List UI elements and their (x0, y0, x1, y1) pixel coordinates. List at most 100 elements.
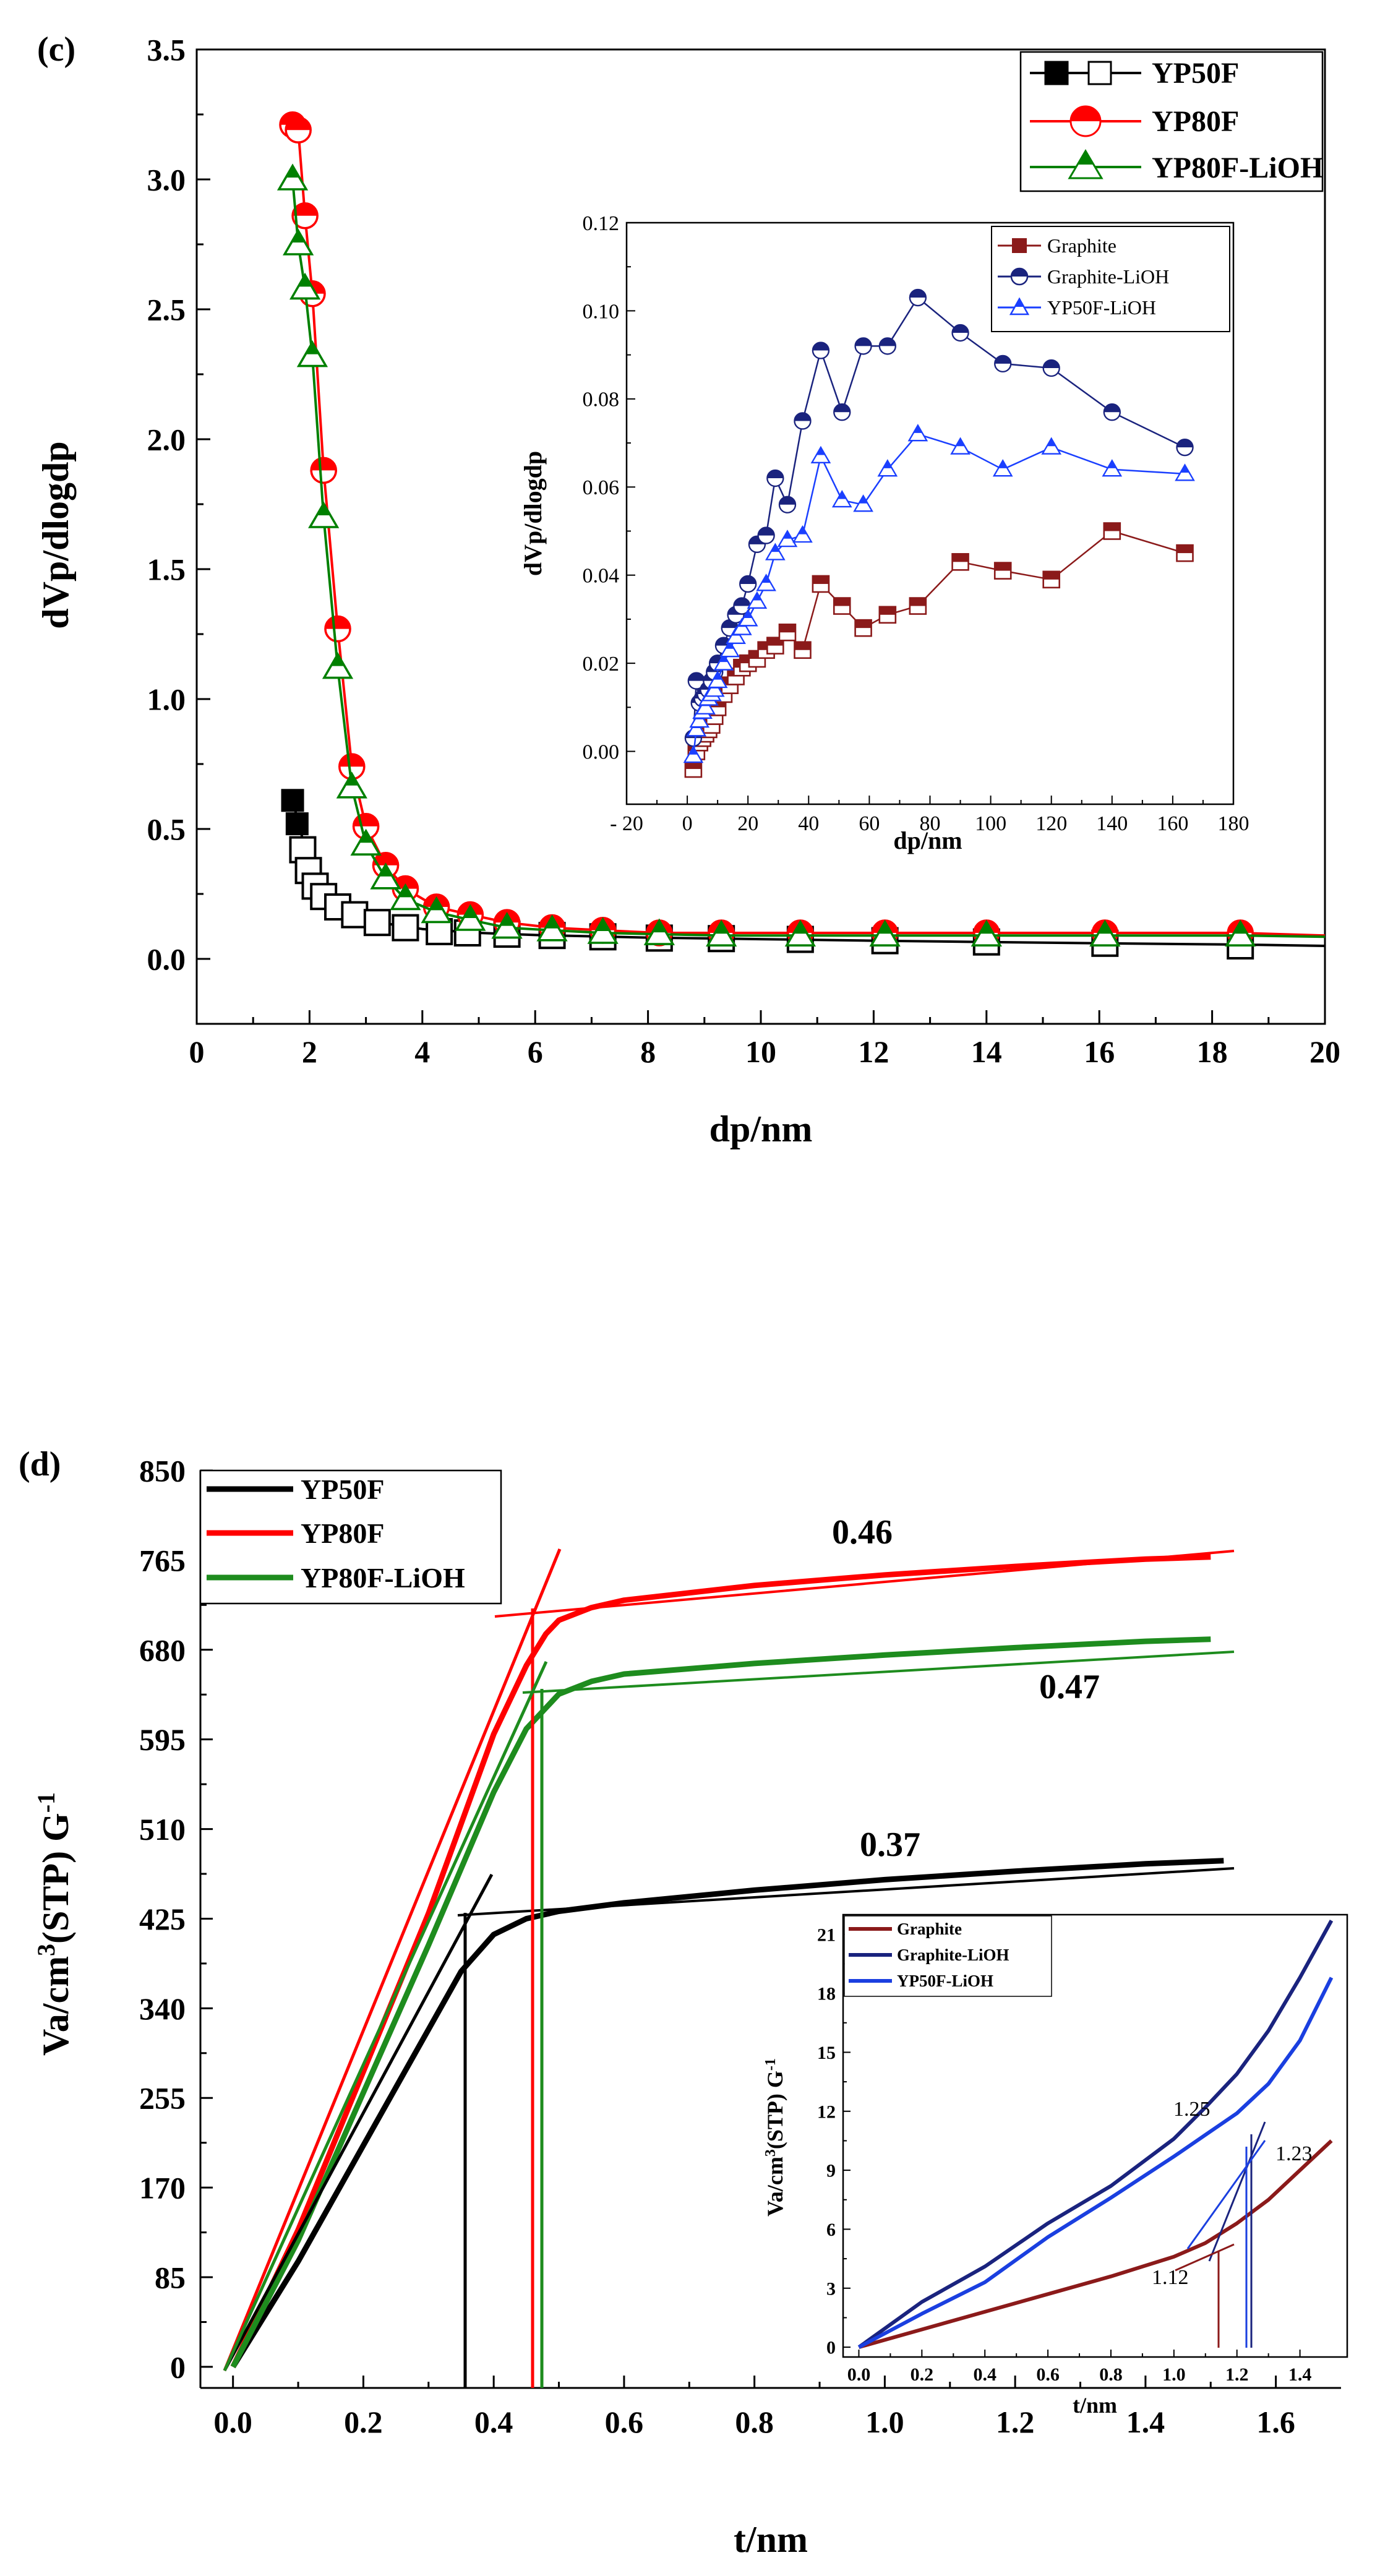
panel-c-plot-area (276, 111, 1325, 960)
inset-legend-label-graphite: Graphite (1047, 234, 1116, 257)
d-xtick-label: 1.0 (865, 2405, 904, 2439)
d-ytick-label: 425 (139, 1902, 186, 1936)
annotation-0-37: 0.37 (860, 1826, 920, 1864)
di-xtick-label: 1.2 (1225, 2364, 1249, 2385)
legend-marker-yp80f-lioh-half (1078, 151, 1094, 165)
ci-xtick-label: 120 (1035, 812, 1067, 835)
d-ytick-label: 0 (170, 2350, 186, 2384)
inset-d-legend-item-graphite: Graphite (849, 1920, 962, 1938)
d-xtick-label: 0.0 (213, 2405, 252, 2439)
point-yp80f-lioh (370, 862, 401, 890)
panel-d-ylabel-sup-minus1: -1 (32, 1792, 60, 1813)
point-yp80f (291, 202, 319, 230)
inset-point-graphite (1176, 544, 1194, 562)
point-yp80f-lioh (536, 914, 568, 942)
point-yp50f (426, 917, 453, 945)
ci-xtick-label: - 20 (610, 812, 643, 835)
ci-ytick-label: 0.04 (583, 565, 620, 588)
ci-xtick-label: 0 (682, 812, 693, 835)
inset-point-graphite (778, 623, 797, 642)
inset-legend-item-yp50f-lioh: YP50F-LiOH (998, 296, 1156, 319)
inset-tangent-yp50f-lioh (1186, 2140, 1266, 2249)
point-yp80f-lioh (491, 912, 523, 939)
panel-c-inset-legend: Graphite Graphite-LiOH YP50F-LiOH (991, 226, 1230, 332)
inset-point-graphite-lioh (757, 526, 775, 544)
d-xtick-label: 0.6 (605, 2405, 644, 2439)
d-ytick-label: 595 (139, 1722, 186, 1757)
panel-c-xlabel: dp/nm (709, 1109, 813, 1149)
ci-xtick-label: 20 (737, 812, 758, 835)
panel-d-inset-plot-area (857, 1920, 1334, 2349)
inset-point-yp50f-lioh (877, 459, 898, 477)
inset-point-graphite-lioh (909, 288, 927, 307)
c-ytick-label: 0.0 (147, 942, 186, 977)
d-ytick-label: 680 (139, 1633, 186, 1667)
legend-marker-yp50f-open (1087, 61, 1112, 85)
inset-series-line-yp50f-lioh (858, 1977, 1334, 2349)
inset-point-graphite (1103, 522, 1121, 540)
inset-ylabel-main: Va/cm (763, 2157, 787, 2217)
plateau-yp50f (457, 1867, 1235, 1917)
d-xtick-label: 1.2 (996, 2405, 1035, 2439)
inset-d-legend-item-yp50f-lioh: YP50F-LiOH (849, 1972, 993, 1990)
inset-ylabel-sup-minus1: -1 (763, 2058, 779, 2071)
legend-item-yp80f: YP80F (1030, 105, 1239, 138)
inset-point-graphite-lioh (778, 496, 797, 513)
d-xtick-label: 1.4 (1126, 2405, 1165, 2439)
inset-d-legend-label-graphite-lioh: Graphite-LiOH (897, 1946, 1009, 1964)
inset-point-graphite (854, 619, 872, 637)
panel-c-inset: - 20 0 20 40 60 80 100 120 140 160 180 0.00 0.02 0.04… (519, 212, 1249, 854)
di-ytick-label: 3 (826, 2278, 836, 2299)
c-xtick-label: 0 (189, 1034, 205, 1069)
di-xtick-label: 0.0 (847, 2364, 871, 2385)
series-line-yp80f-lioh (230, 1636, 1211, 2368)
panel-d-ylabel-main: Va/cm (35, 1956, 76, 2056)
panel-d-label: (d) (19, 1445, 61, 1483)
ci-ytick-label: 0.00 (583, 741, 620, 763)
inset-legend-marker-yp50f-lioh-half (1015, 299, 1024, 307)
inset-point-graphite-lioh (1103, 403, 1121, 421)
panel-c-axes: 0 2 4 6 8 10 12 14 16 18 20 0.0 0.5 1.0 1.5 2.0 2.5 3.0 3.… (147, 33, 1341, 1070)
inset-point-yp50f-lioh (777, 530, 798, 547)
inset-legend-label-yp50f-lioh: YP50F-LiOH (1047, 296, 1156, 319)
c-xtick-label: 2 (302, 1034, 317, 1069)
plateau-yp80f-lioh (522, 1651, 1235, 1694)
inset-annotation-1-25: 1.25 (1173, 2098, 1211, 2121)
inset-point-yp50f-lioh (950, 437, 971, 455)
panel-c-legend: YP50F YP80F YP80F-LiOH (1019, 51, 1323, 192)
panel-d-inset-construction-lines (1175, 2121, 1266, 2348)
point-yp80f-lioh (289, 272, 321, 300)
point-yp80f-lioh (1225, 919, 1256, 947)
inset-annotation-1-23: 1.23 (1275, 2142, 1313, 2165)
panel-d-ylabel-sup-3: 3 (32, 1944, 60, 1956)
c-xtick-label: 6 (528, 1034, 543, 1069)
inset-point-graphite-lioh (854, 337, 872, 355)
inset-series-line-graphite-lioh (857, 1920, 1334, 2349)
inset-legend-item-graphite: Graphite (998, 234, 1116, 257)
inset-point-yp50f-lioh (765, 543, 786, 560)
inset-point-yp50f-lioh (707, 670, 728, 689)
di-ytick-label: 15 (817, 2043, 836, 2063)
annotation-0-47: 0.47 (1039, 1668, 1100, 1706)
ci-ytick-label: 0.06 (583, 476, 620, 499)
inset-point-yp50f-lioh (1102, 459, 1123, 477)
point-yp80f (310, 457, 338, 484)
c-xtick-label: 14 (971, 1034, 1002, 1069)
ci-ytick-label: 0.10 (583, 300, 620, 323)
point-yp80f-lioh (587, 917, 619, 944)
point-yp80f-lioh (350, 828, 382, 856)
tangent-yp80f (223, 1548, 562, 2371)
di-ytick-label: 6 (826, 2220, 836, 2240)
inset-legend-marker-graphite-lioh-half (1011, 268, 1027, 277)
point-yp80f-lioh (1089, 919, 1121, 947)
legend-item-yp80f-lioh: YP80F-LiOH (1030, 149, 1323, 184)
point-yp80f-lioh (643, 918, 675, 945)
di-xtick-label: 1.0 (1162, 2364, 1186, 2385)
c-ytick-label: 3.0 (147, 163, 186, 197)
inset-point-yp50f-lioh (683, 745, 704, 763)
ci-xtick-label: 160 (1157, 812, 1188, 835)
point-yp50f (281, 789, 304, 812)
point-yp80f-lioh (308, 501, 340, 528)
panel-d-ylabel: Va/cm3(STP) G-1 (32, 1792, 76, 2056)
inset-d-legend-label-yp50f-lioh: YP50F-LiOH (897, 1972, 993, 1990)
